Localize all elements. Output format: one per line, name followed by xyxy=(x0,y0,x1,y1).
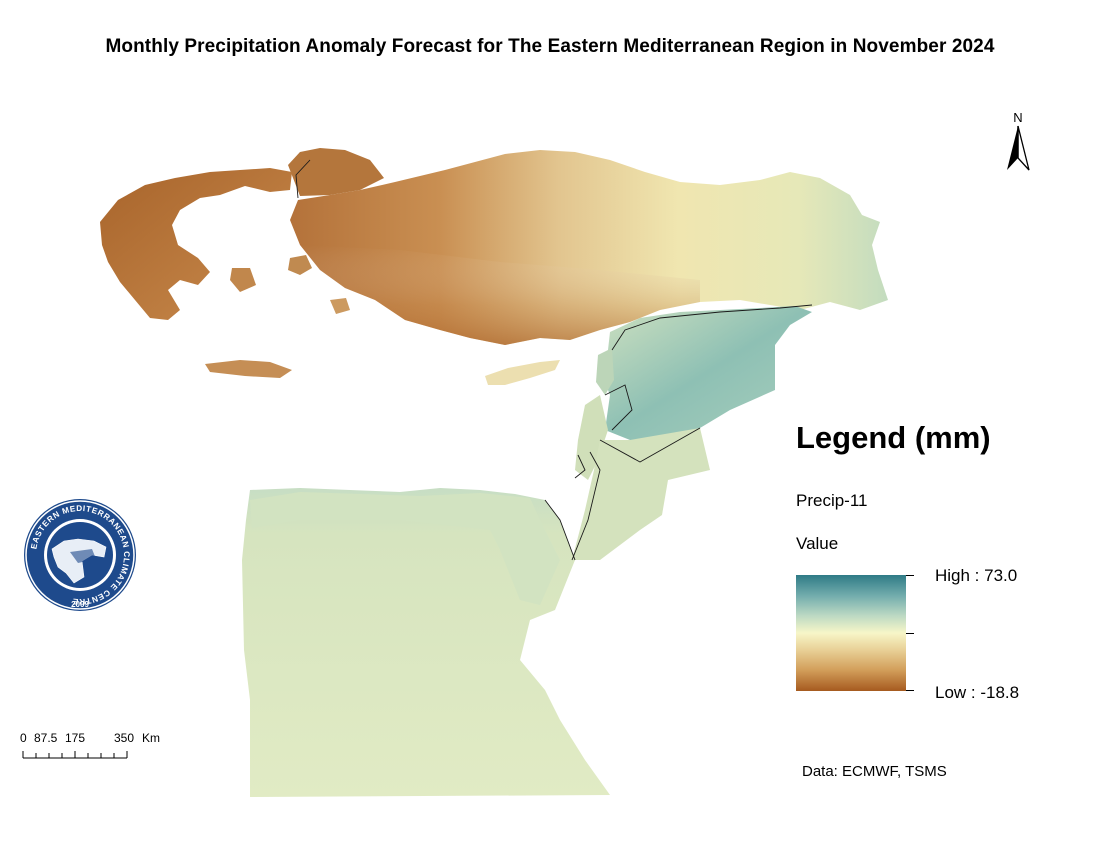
scale-tick-2: 175 xyxy=(65,731,86,745)
country-borders xyxy=(295,159,813,561)
legend-heading: Legend (mm) xyxy=(796,420,991,455)
legend-layer-name: Precip-11 xyxy=(796,491,868,510)
emcc-logo: EASTERN MEDITERRANEAN CLIMATE CENTRE 200… xyxy=(24,499,136,611)
syria-region xyxy=(600,306,812,440)
legend-tick-mid xyxy=(906,633,914,634)
scale-bar xyxy=(22,751,128,759)
legend-tick-low xyxy=(906,690,914,691)
egypt-region xyxy=(242,488,610,797)
legend-low-label: Low : -18.8 xyxy=(935,683,1020,702)
north-arrow-icon xyxy=(1007,125,1030,171)
legend-tick-high xyxy=(906,575,914,576)
scale-tick-1: 87.5 xyxy=(34,731,58,745)
legend-field-name: Value xyxy=(796,534,839,553)
cyprus-region xyxy=(485,360,560,385)
scale-tick-0: 0 xyxy=(20,731,27,745)
turkey-region xyxy=(288,148,888,345)
north-label: N xyxy=(1013,110,1023,125)
levant-region xyxy=(572,348,710,560)
data-source: Data: ECMWF, TSMS xyxy=(802,763,947,780)
scale-tick-3: 350 xyxy=(114,731,135,745)
logo-year: 2009 xyxy=(71,600,89,609)
map-title: Monthly Precipitation Anomaly Forecast f… xyxy=(105,36,995,57)
scale-unit: Km xyxy=(142,731,160,745)
greece-region xyxy=(100,168,350,378)
legend-color-ramp xyxy=(796,575,906,691)
legend-high-label: High : 73.0 xyxy=(935,566,1018,585)
